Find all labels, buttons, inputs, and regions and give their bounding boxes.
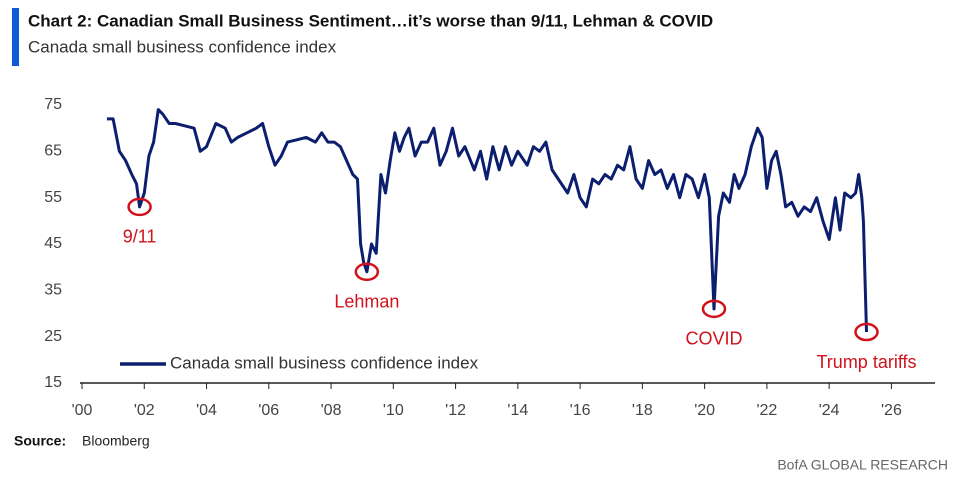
- x-tick-label: '12: [445, 402, 466, 419]
- y-tick-label: 25: [44, 328, 62, 345]
- legend-label: Canada small business confidence index: [170, 353, 479, 372]
- x-tick-label: '02: [134, 402, 155, 419]
- annotation-circle: [701, 299, 727, 319]
- annotation-label: Trump tariffs: [816, 352, 916, 372]
- y-tick-label: 35: [44, 282, 62, 299]
- x-tick-label: '20: [694, 402, 715, 419]
- annotation-label: Lehman: [334, 292, 399, 312]
- source: Bloomberg: [82, 433, 150, 449]
- x-tick-label: '08: [321, 402, 342, 419]
- annotation-label: 9/11: [123, 227, 157, 247]
- x-tick-label: '22: [756, 402, 777, 419]
- x-tick-label: '14: [507, 402, 528, 419]
- annotation-circle: [354, 262, 380, 282]
- x-tick-label: '24: [819, 402, 840, 419]
- y-tick-label: 75: [44, 96, 62, 113]
- footer: BofA GLOBAL RESEARCH: [777, 457, 948, 473]
- y-tick-label: 45: [44, 235, 62, 252]
- annotation-label: COVID: [685, 329, 742, 349]
- x-tick-label: '10: [383, 402, 404, 419]
- y-tick-label: 15: [44, 374, 62, 391]
- annotation-circle: [127, 197, 152, 217]
- x-tick-label: '06: [258, 402, 279, 419]
- x-tick-label: '18: [632, 402, 653, 419]
- x-tick-label: '16: [570, 402, 591, 419]
- chart-title: Chart 2: Canadian Small Business Sentime…: [28, 11, 713, 30]
- y-tick-label: 55: [44, 189, 62, 206]
- x-tick-label: '26: [881, 402, 902, 419]
- y-tick-label: 65: [44, 143, 62, 160]
- x-tick-label: '00: [72, 402, 93, 419]
- title-accent: [12, 8, 19, 66]
- data-line: [106, 108, 868, 333]
- source-label: Source:: [14, 433, 66, 449]
- chart-subtitle: Canada small business confidence index: [28, 37, 337, 56]
- annotation-circle: [854, 322, 879, 342]
- x-tick-label: '04: [196, 402, 217, 419]
